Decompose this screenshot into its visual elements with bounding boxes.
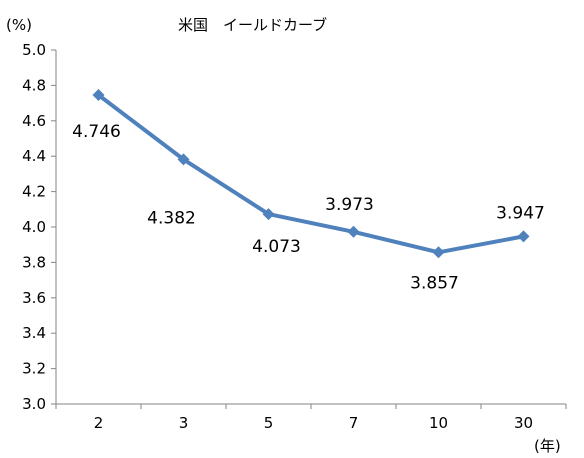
x-axis-unit-label: (年) — [534, 437, 561, 455]
x-tick-label: 3 — [179, 414, 189, 432]
data-label: 3.857 — [410, 273, 459, 293]
y-tick-label: 5.0 — [22, 41, 46, 59]
data-label: 3.947 — [496, 203, 545, 223]
x-tick-label: 10 — [429, 414, 448, 432]
x-tick-label: 30 — [514, 414, 533, 432]
y-tick-label: 3.2 — [22, 360, 46, 378]
data-label: 4.746 — [72, 122, 121, 142]
chart-title: 米国 イールドカーブ — [178, 16, 327, 34]
x-tick-label: 2 — [94, 414, 104, 432]
data-labels: 4.746 4.382 4.073 3.973 3.857 3.947 — [72, 122, 545, 293]
x-axis-ticks: 2 3 5 7 10 30 — [55, 404, 567, 432]
data-label: 4.073 — [252, 237, 301, 257]
data-point-marker — [432, 246, 445, 259]
data-point-marker — [347, 225, 360, 238]
y-tick-label: 3.6 — [22, 289, 46, 307]
y-tick-label: 4.0 — [22, 218, 46, 236]
data-point-marker — [517, 230, 530, 243]
data-label: 4.382 — [147, 208, 196, 228]
y-tick-label: 4.6 — [22, 112, 46, 130]
y-tick-label: 3.4 — [22, 324, 46, 342]
data-point-marker — [92, 88, 105, 101]
series-polyline — [96, 93, 526, 255]
y-axis-unit-label: (%) — [6, 16, 32, 34]
data-label: 3.973 — [325, 195, 374, 215]
y-axis-ticks: 3.0 3.2 3.4 3.6 3.8 4.0 4.2 4.4 4.6 4.8 5.0 — [22, 41, 56, 413]
axes — [55, 50, 566, 405]
data-point-marker — [177, 153, 190, 166]
data-point-marker — [262, 208, 275, 221]
y-tick-label: 3.0 — [22, 395, 46, 413]
y-tick-label: 3.8 — [22, 253, 46, 271]
series-line — [92, 88, 530, 259]
y-tick-label: 4.4 — [22, 147, 46, 165]
y-tick-label: 4.8 — [22, 76, 46, 94]
x-tick-label: 7 — [349, 414, 359, 432]
y-tick-label: 4.2 — [22, 183, 46, 201]
x-tick-label: 5 — [264, 414, 274, 432]
